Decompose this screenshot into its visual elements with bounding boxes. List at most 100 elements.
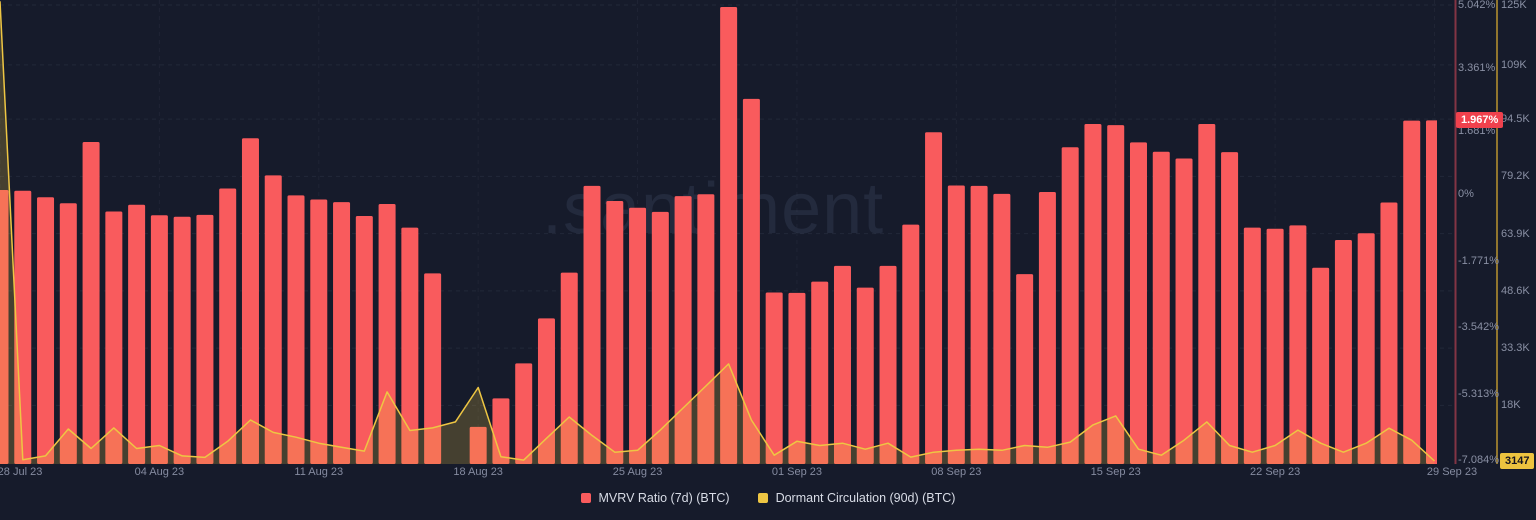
mvrv-bar	[970, 185, 988, 464]
mvrv-bar	[742, 98, 760, 464]
mvrv-bar	[196, 214, 214, 464]
mvrv-bar	[515, 363, 533, 464]
btc-axis-tick-label: 48.6K	[1501, 284, 1530, 297]
mvrv-bar	[811, 281, 829, 464]
btc-axis-tick-label: 18K	[1501, 399, 1521, 412]
mvrv-bar	[1221, 152, 1239, 464]
mvrv-bar	[150, 215, 168, 464]
mvrv-bar	[1334, 239, 1352, 464]
mvrv-bar	[925, 132, 943, 465]
mvrv-bar	[765, 292, 783, 464]
mvrv-bar	[560, 272, 578, 464]
x-axis-date-label: 18 Aug 23	[453, 466, 503, 478]
btc-axis-tick-label: 33.3K	[1501, 342, 1530, 355]
mvrv-bar	[1038, 191, 1056, 464]
mvrv-bar	[310, 199, 328, 465]
mvrv-bar	[1266, 228, 1284, 464]
dormant-area-fill	[0, 1, 1435, 465]
mvrv-bar	[1426, 120, 1437, 464]
mvrv-bar	[241, 138, 259, 464]
mvrv-bar	[537, 318, 555, 464]
pct-axis-tick-label: -5.313%	[1458, 387, 1499, 400]
dormant-legend-marker-icon	[757, 493, 768, 503]
x-axis-date-label: 25 Aug 23	[612, 466, 663, 478]
legend-item-dormant[interactable]: Dormant Circulation (90d) (BTC)	[757, 491, 956, 505]
mvrv-bar	[1084, 124, 1102, 464]
pct-axis-tick-label: 3.361%	[1458, 62, 1496, 75]
mvrv-bar	[674, 196, 692, 464]
mvrv-bar	[629, 207, 647, 464]
mvrv-bar	[287, 195, 305, 464]
pct-axis-tick-label: -3.542%	[1458, 321, 1499, 334]
mvrv-bar	[1152, 151, 1170, 465]
x-axis-date-label: 15 Sep 23	[1090, 466, 1141, 478]
mvrv-bar	[947, 185, 965, 464]
mvrv-bar	[82, 142, 100, 464]
mvrv-bar	[879, 265, 897, 464]
mvrv-bar	[1357, 233, 1375, 464]
mvrv-current-value-badge: 1.967%	[1456, 112, 1504, 129]
mvrv-legend-label: MVRV Ratio (7d) (BTC)	[598, 491, 730, 505]
mvrv-bar	[606, 200, 624, 464]
mvrv-bar	[651, 211, 669, 464]
mvrv-bar	[1129, 142, 1147, 464]
dormant-line	[0, 1, 1436, 462]
mvrv-bar	[993, 193, 1011, 464]
mvrv-bar	[1380, 202, 1398, 464]
mvrv-bar	[856, 287, 874, 464]
x-axis-date-label: 29 Sep 23	[1426, 466, 1478, 478]
mvrv-bar	[833, 265, 851, 464]
btc-axis-tick-label: 94.5K	[1501, 113, 1530, 126]
mvrv-bar	[333, 202, 351, 465]
mvrv-bar	[401, 227, 419, 464]
x-axis-date-label: 08 Sep 23	[931, 466, 982, 478]
mvrv-bar	[355, 215, 373, 464]
mvrv-bar	[105, 211, 123, 464]
mvrv-bar	[1198, 124, 1216, 464]
mvrv-bar	[219, 188, 237, 464]
mvrv-bar	[788, 292, 806, 464]
pct-axis-tick-label: -7.084%	[1458, 454, 1499, 466]
dormant-legend-label: Dormant Circulation (90d) (BTC)	[775, 491, 956, 505]
mvrv-bar	[583, 185, 601, 464]
mvrv-bar	[37, 197, 55, 464]
mvrv-bar	[1016, 274, 1034, 464]
btc-axis-tick-label: 109K	[1501, 58, 1527, 71]
dormant-current-value-badge: 3147	[1500, 453, 1535, 469]
mvrv-bar	[173, 216, 191, 464]
legend-item-mvrv[interactable]: MVRV Ratio (7d) (BTC)	[580, 491, 730, 505]
btc-axis-tick-label: 125K	[1501, 0, 1527, 11]
x-axis-date-label: 11 Aug 23	[294, 466, 344, 478]
chart-legend: MVRV Ratio (7d) (BTC) Dormant Circulatio…	[0, 491, 1536, 505]
mvrv-bar-series	[0, 6, 1437, 465]
mvrv-bar	[1175, 158, 1193, 465]
pct-axis-tick-label: 0%	[1458, 188, 1474, 201]
mvrv-bar	[0, 190, 9, 464]
mvrv-bar	[1061, 147, 1079, 464]
btc-axis-tick-label: 63.9K	[1501, 227, 1530, 240]
pct-axis-tick-label: -1.771%	[1458, 254, 1499, 267]
x-axis-date-label: 01 Sep 23	[771, 466, 823, 478]
x-axis-date-label: 28 Jul 23	[0, 466, 43, 478]
mvrv-bar	[264, 175, 282, 464]
mvrv-bar	[492, 398, 510, 464]
mvrv-bar	[1312, 267, 1330, 464]
mvrv-bar	[128, 204, 146, 465]
mvrv-bar	[1403, 120, 1421, 464]
mvrv-bar	[1243, 227, 1261, 464]
mvrv-bar	[720, 6, 738, 465]
x-axis-date-label: 04 Aug 23	[134, 466, 185, 478]
btc-axis-tick-label: 79.2K	[1501, 170, 1530, 183]
mvrv-bar	[697, 194, 715, 465]
dormant-line-series	[0, 1, 1436, 465]
mvrv-bar	[14, 190, 32, 464]
mvrv-bar	[424, 273, 442, 464]
x-axis-date-label: 22 Sep 23	[1250, 466, 1301, 478]
mvrv-bar	[1289, 225, 1307, 464]
mvrv-bar	[902, 224, 920, 464]
pct-axis-tick-label: 5.042%	[1458, 0, 1496, 11]
mvrv-bar	[1107, 125, 1125, 464]
mvrv-legend-marker-icon	[580, 493, 591, 503]
